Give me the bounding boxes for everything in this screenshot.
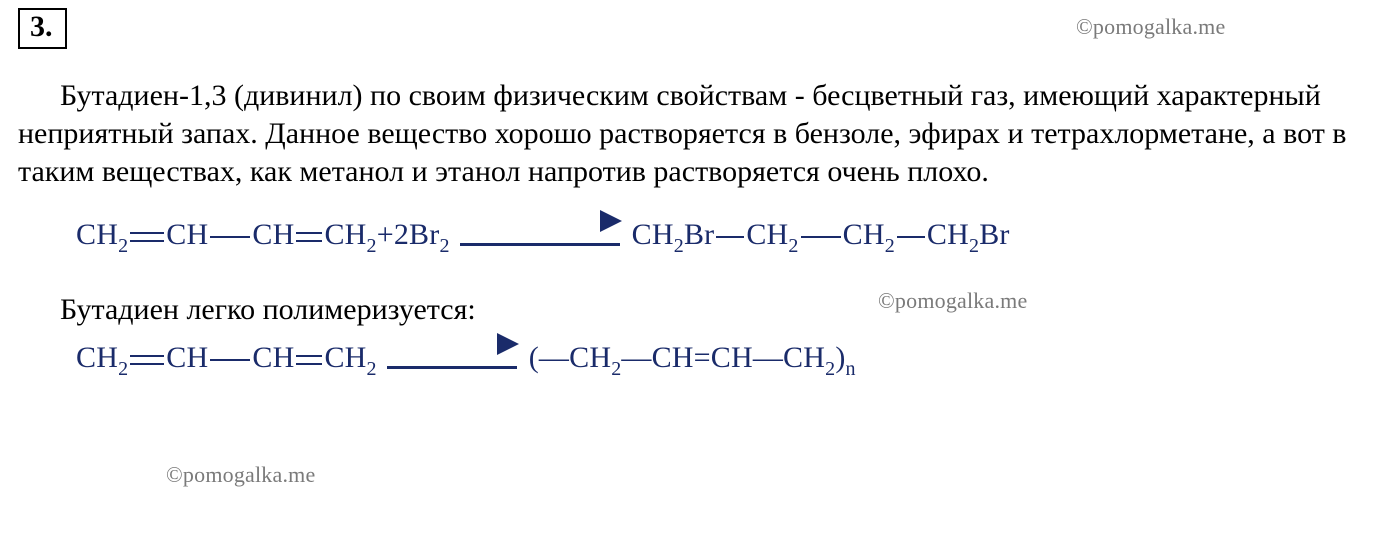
paragraph-2: Бутадиен легко полимеризуется: [18, 293, 1382, 327]
paragraph-2-text: Бутадиен легко полимеризуется: [60, 293, 476, 326]
equation-2: CH2CHCHCH2(—CH2—CH=CH—CH2)n [76, 341, 1382, 380]
page: 3. Бутадиен-1,3 (дивинил) по своим физич… [0, 0, 1400, 546]
paragraph-1: Бутадиен-1,3 (дивинил) по своим физическ… [18, 77, 1378, 192]
question-number: 3. [30, 10, 53, 43]
paragraph-1-text: Бутадиен-1,3 (дивинил) по своим физическ… [18, 79, 1346, 189]
equation-1: CH2CHCHCH2+2Br2CH2BrCH2CH2CH2Br [76, 218, 1382, 257]
question-number-box: 3. [18, 8, 67, 49]
